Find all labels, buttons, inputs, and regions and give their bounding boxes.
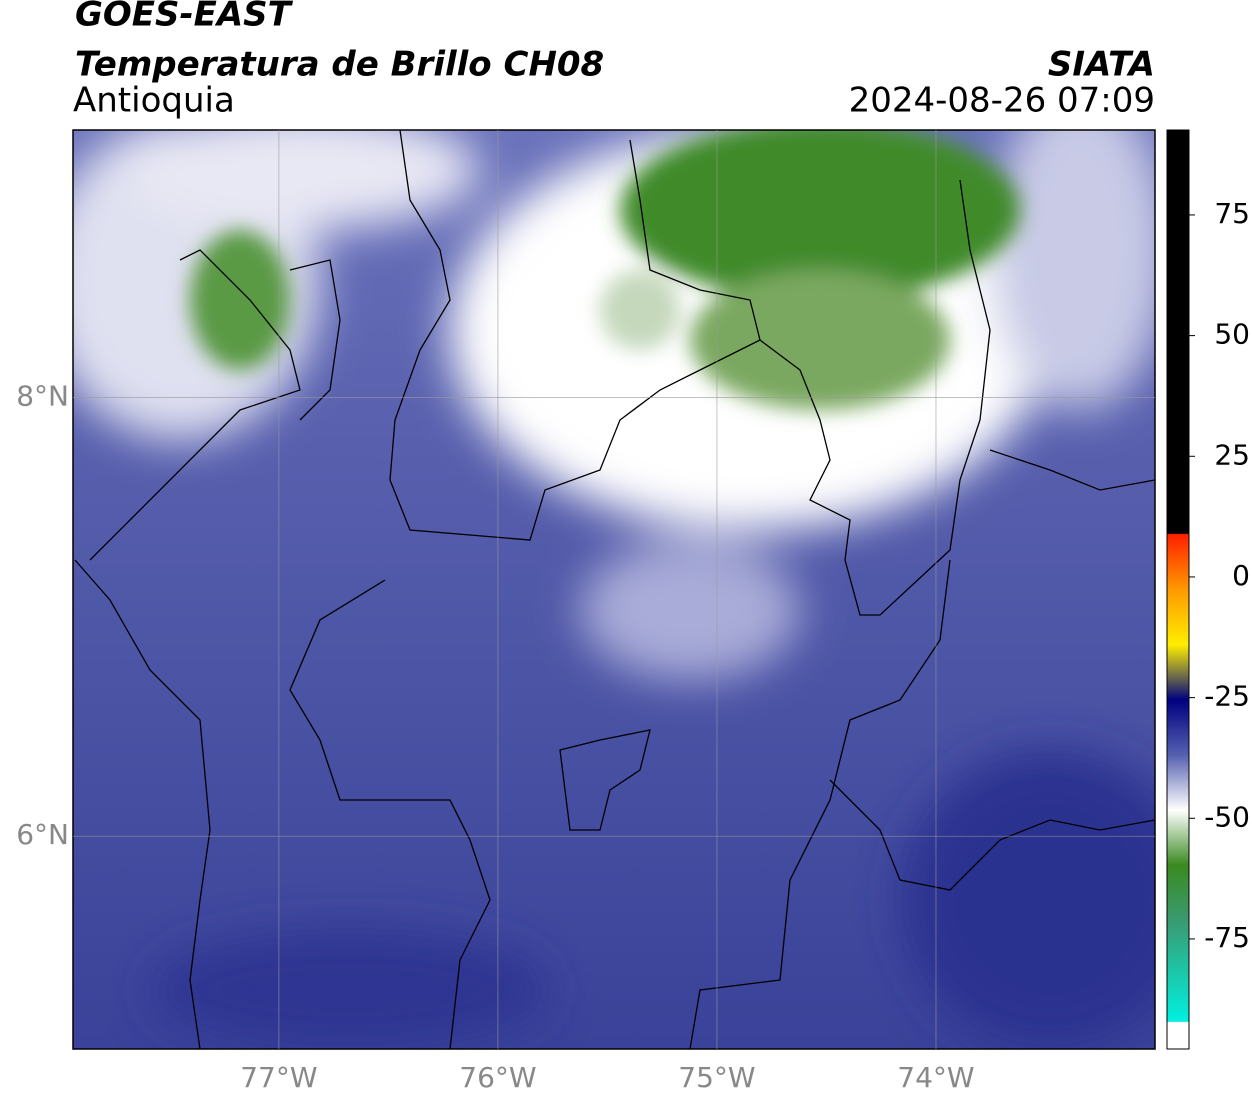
x-tick-label: 75°W	[678, 1061, 755, 1094]
subtitle: Temperatura de Brillo CH08	[75, 45, 604, 85]
title: GOES-EAST	[75, 0, 294, 35]
colorbar	[1166, 129, 1190, 1050]
colorbar-tick-label: -25	[1204, 680, 1250, 713]
datetime: 2024-08-26 07:09	[849, 81, 1155, 121]
satellite-image	[73, 130, 1155, 1049]
x-tick-label: 77°W	[240, 1061, 317, 1094]
colorbar-tick-label: 0	[1232, 559, 1250, 592]
colorbar-tick-label: 25	[1214, 438, 1250, 471]
colorbar-tick-label: 75	[1214, 197, 1250, 230]
map-frame	[72, 129, 1156, 1050]
borders	[74, 130, 1155, 1049]
x-tick-label: 74°W	[897, 1061, 974, 1094]
source: SIATA	[1048, 45, 1155, 85]
x-tick-label: 76°W	[459, 1061, 536, 1094]
region: Antioquia	[73, 81, 235, 121]
y-tick-label: 6°N	[16, 818, 69, 851]
y-tick-label: 8°N	[16, 380, 69, 413]
colorbar-tick-label: -50	[1204, 800, 1250, 833]
colorbar-tick-label: -75	[1204, 921, 1250, 954]
colorbar-tick-label: 50	[1214, 318, 1250, 351]
